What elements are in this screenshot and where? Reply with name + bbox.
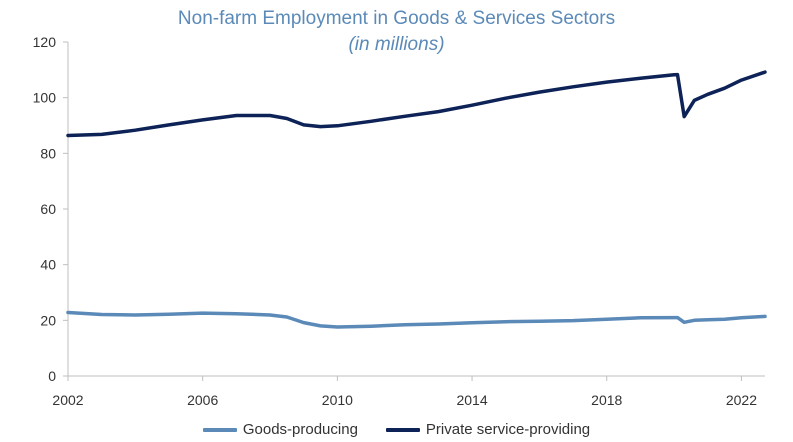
y-tick-label: 20 [40,312,56,328]
legend-swatch-services [385,427,420,432]
legend-swatch-goods [202,427,237,432]
y-tick-label: 120 [33,34,57,50]
series-lines [66,70,767,329]
legend-item-goods: Goods-producing [202,421,358,438]
legend: Goods-producing Private service-providin… [0,421,793,438]
x-axis-ticks: 2002 2006 2010 2014 2018 2022 [52,376,757,408]
chart-subtitle: (in millions) [348,34,445,55]
series-line-goods-producing [66,310,767,329]
y-axis-ticks: 0 20 40 60 80 100 120 [33,34,68,384]
x-tick-label: 2002 [52,392,83,408]
legend-item-services: Private service-providing [385,421,591,438]
x-tick-label: 2006 [187,392,218,408]
x-tick-label: 2022 [726,392,757,408]
y-tick-label: 80 [40,145,56,161]
y-tick-label: 100 [33,90,57,106]
y-tick-label: 0 [48,368,56,384]
y-tick-label: 40 [40,257,56,273]
y-tick-label: 60 [40,201,56,217]
legend-label-goods: Goods-producing [242,421,358,438]
series-line-private-service-providing [66,70,767,138]
chart-title: Non-farm Employment in Goods & Services … [177,8,616,29]
x-tick-label: 2018 [591,392,622,408]
x-tick-label: 2010 [322,392,353,408]
legend-label-services: Private service-providing [425,421,591,438]
x-tick-label: 2014 [456,392,487,408]
